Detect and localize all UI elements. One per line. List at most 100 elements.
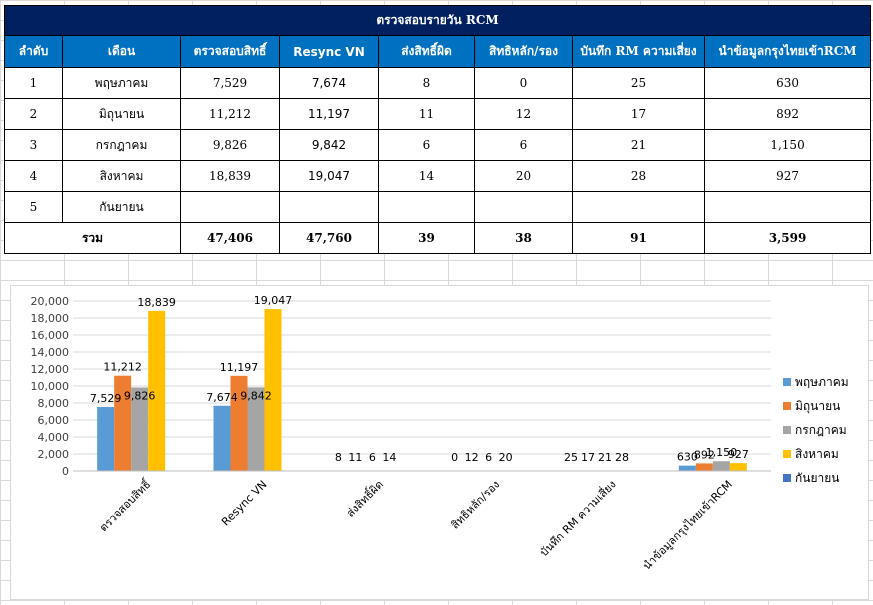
total-cell[interactable]: 91	[572, 222, 705, 254]
table-cell[interactable]: 21	[572, 129, 705, 161]
bar	[230, 375, 248, 471]
table-row: 5 กันยายน	[4, 191, 872, 223]
table-cell[interactable]: 6	[378, 129, 475, 161]
y-tick-label: 4,000	[38, 431, 70, 444]
header-cell[interactable]: นำข้อมูลกรุงไทยเข้าRCM	[703, 35, 872, 68]
table-cell[interactable]: 927	[703, 160, 872, 192]
table-cell[interactable]: 2	[4, 98, 63, 130]
table-cell[interactable]: 12	[474, 98, 573, 130]
header-cell[interactable]: Resync VN	[279, 35, 379, 68]
legend-label: กันยายน	[795, 471, 839, 485]
legend-label: สิงหาคม	[795, 447, 839, 461]
data-label: 20	[499, 451, 513, 464]
data-label: 630	[677, 451, 698, 464]
y-tick-label: 10,000	[31, 380, 70, 393]
bar	[264, 309, 282, 471]
bar	[695, 463, 713, 471]
table-cell[interactable]: 11	[378, 98, 475, 130]
table-cell[interactable]: มิถุนายน	[62, 98, 181, 130]
table-cell[interactable]: 11,212	[180, 98, 280, 130]
legend-swatch	[783, 426, 791, 434]
data-label: 6	[485, 451, 492, 464]
table-row: 1 พฤษภาคม 7,529 7,674 8 0 25 630	[4, 67, 872, 99]
table-cell[interactable]: กันยายน	[62, 191, 181, 223]
data-label: 9,842	[240, 389, 272, 402]
y-tick-label: 14,000	[31, 346, 70, 359]
legend-label: พฤษภาคม	[795, 375, 849, 389]
table-cell[interactable]: 11,197	[279, 98, 379, 130]
table-row: 2 มิถุนายน 11,212 11,197 11 12 17 892	[4, 98, 872, 130]
data-label: 21	[598, 451, 612, 464]
data-label: 18,839	[137, 296, 176, 309]
table-cell[interactable]: 9,842	[279, 129, 379, 161]
table-cell[interactable]: กรกฎาคม	[62, 129, 181, 161]
data-label: 0	[451, 451, 458, 464]
y-tick-label: 16,000	[31, 329, 70, 342]
data-label: 11	[348, 451, 362, 464]
total-cell[interactable]: 47,760	[279, 222, 379, 254]
total-cell[interactable]: 39	[378, 222, 475, 254]
table-cell[interactable]: 25	[572, 67, 705, 99]
total-cell[interactable]: 3,599	[703, 222, 872, 254]
bar-chart[interactable]: 0 2,000 4,000 6,000 8,000 10,000 12,000 14,000 1…	[10, 285, 869, 600]
table-cell[interactable]: 28	[572, 160, 705, 192]
table-cell[interactable]: 7,529	[180, 67, 280, 99]
legend-swatch	[783, 474, 791, 482]
table-cell[interactable]: 8	[378, 67, 475, 99]
bar	[678, 465, 696, 471]
table-cell[interactable]: 1,150	[703, 129, 872, 161]
table-cell[interactable]: สิงหาคม	[62, 160, 181, 192]
y-tick-label: 12,000	[31, 363, 70, 376]
data-label: 14	[382, 451, 396, 464]
data-label: 892	[694, 448, 715, 461]
table-cell[interactable]: 9,826	[180, 129, 280, 161]
table-cell[interactable]	[572, 191, 705, 223]
x-tick-label: ส่งสิทธิ์ผิด	[343, 477, 386, 520]
legend-swatch	[783, 450, 791, 458]
data-label: 17	[581, 451, 595, 464]
bar	[247, 387, 265, 471]
data-label: 25	[564, 451, 578, 464]
legend-label: กรกฎาคม	[795, 423, 847, 437]
header-cell[interactable]: สิทธิหลัก/รอง	[474, 35, 573, 68]
table-row: 4 สิงหาคม 18,839 19,047 14 20 28 927	[4, 160, 872, 192]
chart-canvas: 0 2,000 4,000 6,000 8,000 10,000 12,000 14,000 1…	[31, 294, 849, 572]
table-cell[interactable]: 6	[474, 129, 573, 161]
data-label: 6	[369, 451, 376, 464]
table-cell[interactable]: 7,674	[279, 67, 379, 99]
data-label: 28	[615, 451, 629, 464]
table-cell[interactable]: พฤษภาคม	[62, 67, 181, 99]
x-tick-label: Resync VN	[219, 478, 270, 529]
table-cell[interactable]: 19,047	[279, 160, 379, 192]
legend-label: มิถุนายน	[795, 399, 840, 414]
table-cell[interactable]: 1	[4, 67, 63, 99]
total-row: รวม 47,406 47,760 39 38 91 3,599	[4, 222, 872, 254]
table-title[interactable]: ตรวจสอบรายวัน RCM	[3, 5, 872, 36]
table-cell[interactable]	[378, 191, 475, 223]
table-cell[interactable]	[180, 191, 280, 223]
table-cell[interactable]	[474, 191, 573, 223]
total-cell[interactable]: 38	[474, 222, 573, 254]
table-cell[interactable]: 14	[378, 160, 475, 192]
table-cell[interactable]: 18,839	[180, 160, 280, 192]
table-cell[interactable]: 3	[4, 129, 63, 161]
y-tick-label: 6,000	[38, 414, 70, 427]
table-cell[interactable]: 630	[703, 67, 872, 99]
header-cell[interactable]: ส่งสิทธิ์ผิด	[378, 35, 475, 68]
total-cell[interactable]: 47,406	[180, 222, 280, 254]
table-cell[interactable]: 17	[572, 98, 705, 130]
header-cell[interactable]: ตรวจสอบสิทธิ์	[180, 35, 280, 68]
y-tick-label: 18,000	[31, 312, 70, 325]
header-cell[interactable]: ลำดับ	[4, 35, 63, 68]
header-cell[interactable]: บันทึก RM ความเสี่ยง	[572, 35, 705, 68]
header-cell[interactable]: เดือน	[62, 35, 181, 68]
table-cell[interactable]: 4	[4, 160, 63, 192]
x-tick-label: บันทึก RM ความเสี่ยง	[536, 477, 619, 560]
total-label[interactable]: รวม	[4, 222, 181, 254]
table-cell[interactable]: 892	[703, 98, 872, 130]
table-cell[interactable]: 20	[474, 160, 573, 192]
table-cell[interactable]: 5	[4, 191, 63, 223]
table-cell[interactable]	[279, 191, 379, 223]
table-cell[interactable]	[703, 191, 872, 223]
table-cell[interactable]: 0	[474, 67, 573, 99]
